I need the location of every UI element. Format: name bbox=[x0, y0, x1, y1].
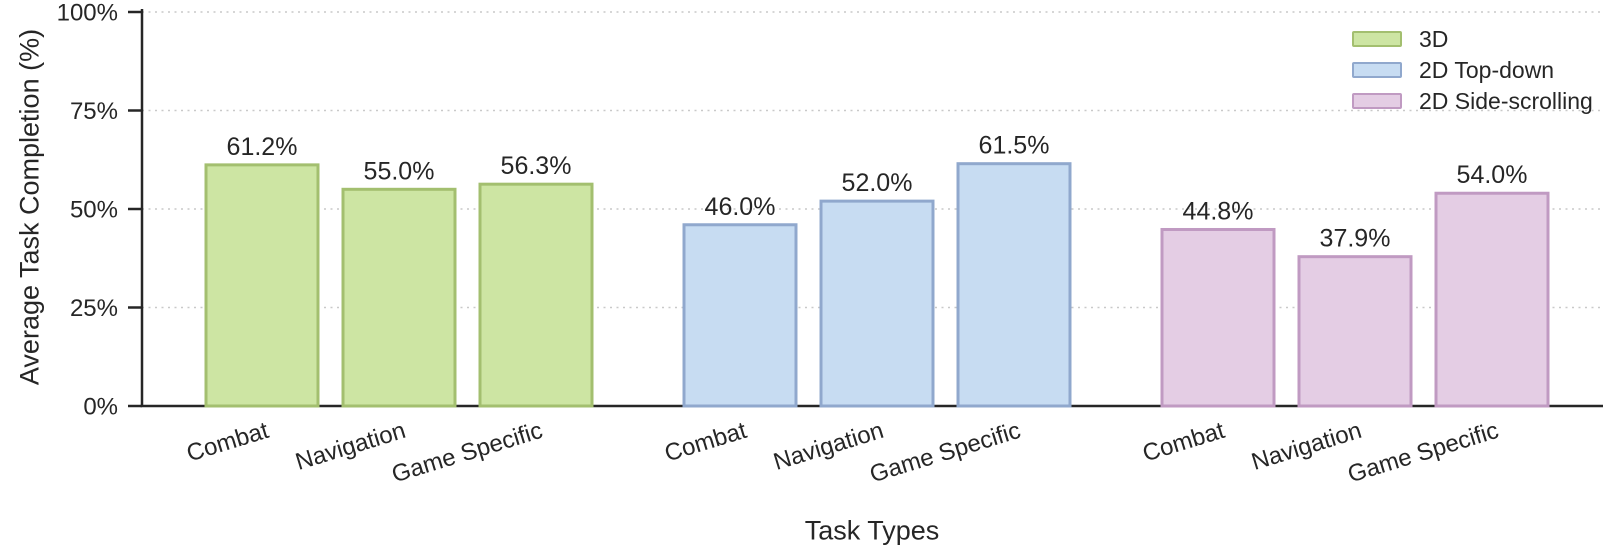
legend: 3D 2D Top-down 2D Side-scrolling bbox=[1352, 25, 1593, 114]
legend-item-2d-side-scrolling: 2D Side-scrolling bbox=[1352, 87, 1593, 114]
bar-2d-side-scrolling-combat bbox=[1160, 227, 1276, 408]
legend-label-3d: 3D bbox=[1419, 25, 1449, 52]
bar-value-label-3d-navigation: 55.0% bbox=[364, 157, 435, 185]
y-tick-label-50: 50% bbox=[70, 196, 118, 223]
bar-3d-navigation bbox=[341, 187, 457, 408]
x-tick-label-3d-combat: Combat bbox=[183, 417, 272, 467]
bar-value-label-3d-game-specific: 56.3% bbox=[501, 152, 572, 180]
y-tick-label-100: 100% bbox=[57, 0, 118, 26]
legend-swatch-2d-top-down-icon bbox=[1352, 62, 1402, 78]
bar-2d-side-scrolling-navigation bbox=[1297, 255, 1413, 408]
x-tick-label-2d-side-scrolling-game-specific: Game Specific bbox=[1345, 417, 1502, 488]
x-tick-label-2d-top-down-combat: Combat bbox=[661, 417, 750, 467]
y-tick-label-0: 0% bbox=[83, 393, 118, 420]
bar-2d-top-down-game-specific bbox=[956, 162, 1072, 408]
bar-value-label-2d-side-scrolling-game-specific: 54.0% bbox=[1457, 161, 1528, 189]
bar-3d-combat bbox=[204, 163, 320, 408]
y-tick-label-75: 75% bbox=[70, 98, 118, 125]
x-tick-label-2d-top-down-game-specific: Game Specific bbox=[867, 417, 1024, 488]
y-tick-label-25: 25% bbox=[70, 295, 118, 322]
legend-item-3d: 3D bbox=[1352, 25, 1593, 52]
bar-value-label-2d-side-scrolling-combat: 44.8% bbox=[1183, 197, 1254, 225]
bar-value-label-3d-combat: 61.2% bbox=[227, 133, 298, 161]
legend-swatch-3d-icon bbox=[1352, 31, 1402, 47]
x-axis-title: Task Types bbox=[804, 515, 940, 546]
bar-value-label-2d-top-down-combat: 46.0% bbox=[705, 193, 776, 221]
legend-label-2d-side-scrolling: 2D Side-scrolling bbox=[1419, 87, 1593, 114]
bar-value-label-2d-side-scrolling-navigation: 37.9% bbox=[1320, 225, 1391, 253]
bar-2d-top-down-combat bbox=[682, 223, 798, 408]
legend-swatch-2d-side-scrolling-icon bbox=[1352, 93, 1402, 109]
legend-item-2d-top-down: 2D Top-down bbox=[1352, 56, 1593, 83]
bar-2d-top-down-navigation bbox=[819, 199, 935, 408]
x-tick-label-3d-game-specific: Game Specific bbox=[389, 417, 546, 488]
bar-2d-side-scrolling-game-specific bbox=[1434, 191, 1550, 408]
bar-value-label-2d-top-down-navigation: 52.0% bbox=[842, 169, 913, 197]
y-axis-title: Average Task Completion (%) bbox=[14, 28, 45, 386]
legend-label-2d-top-down: 2D Top-down bbox=[1419, 56, 1555, 83]
x-tick-label-2d-side-scrolling-combat: Combat bbox=[1139, 417, 1228, 467]
bar-3d-game-specific bbox=[478, 182, 594, 408]
bar-value-label-2d-top-down-game-specific: 61.5% bbox=[979, 132, 1050, 160]
